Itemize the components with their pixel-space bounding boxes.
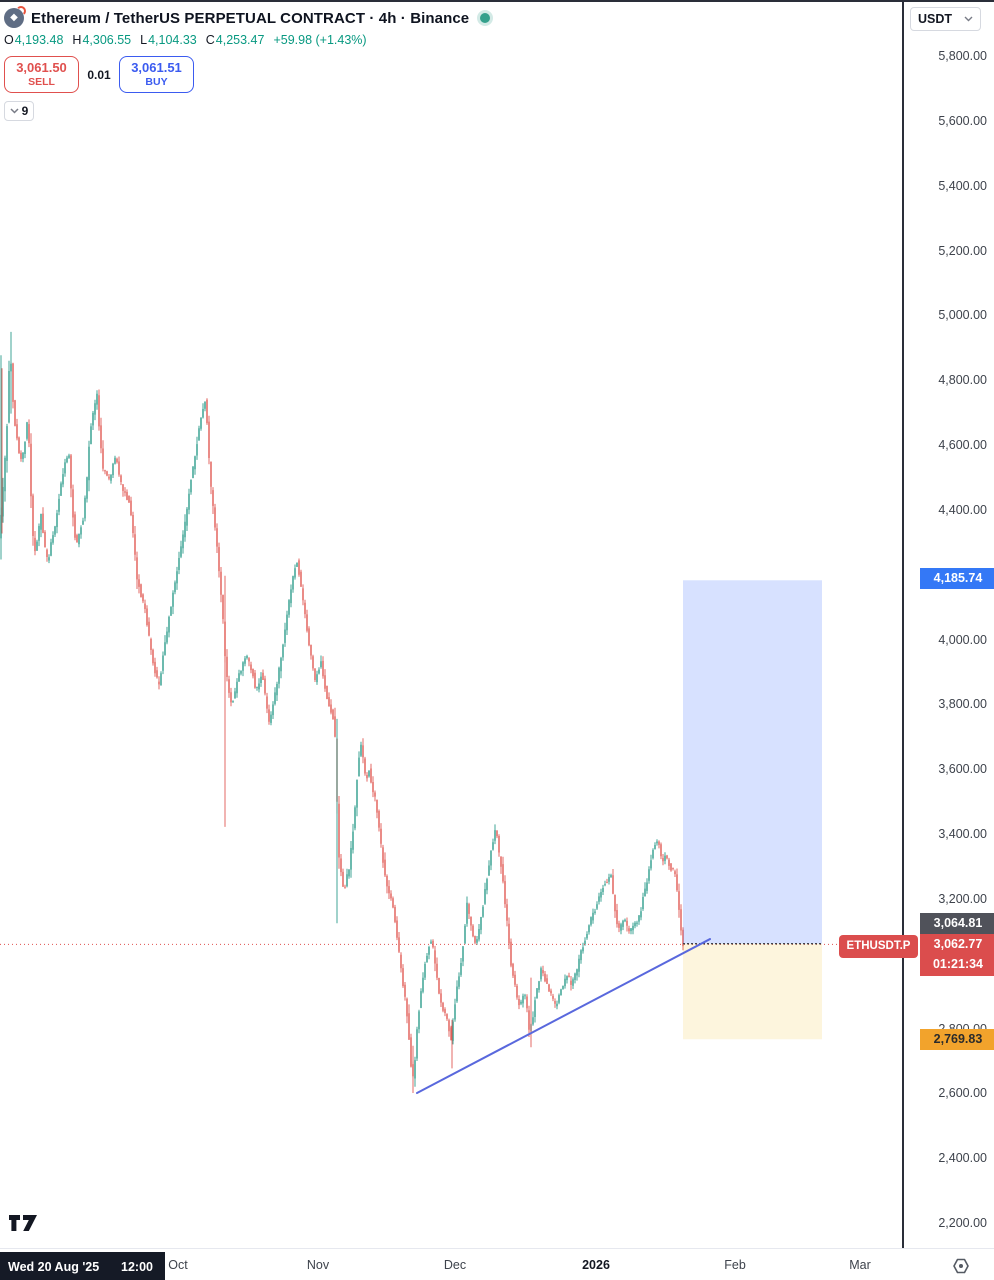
open-label: O xyxy=(4,33,14,47)
collapsed-indicators-toggle[interactable]: 9 xyxy=(4,101,34,121)
candles-layer xyxy=(0,331,684,1093)
price-tick-label: 5,600.00 xyxy=(938,113,987,128)
price-tick-label: 2,600.00 xyxy=(938,1086,987,1101)
close-label: C xyxy=(205,33,215,47)
price-tick-label: 4,800.00 xyxy=(938,373,987,388)
price-tick-label: 3,200.00 xyxy=(938,891,987,906)
up-candle-bodies xyxy=(0,363,666,1079)
price-badge: 4,185.74 xyxy=(920,567,994,589)
price-badge: 3,064.81 xyxy=(920,912,994,934)
time-tick-label: 2026 xyxy=(582,1258,610,1272)
currency-label: USDT xyxy=(918,12,953,26)
price-tick-label: 4,600.00 xyxy=(938,438,987,452)
buy-price: 3,061.51 xyxy=(131,60,182,75)
position-symbol-label[interactable]: ETHUSDT.P xyxy=(839,934,918,958)
time-tick-label: Oct xyxy=(168,1258,188,1272)
price-tick-label: 2,200.00 xyxy=(938,1216,987,1230)
price-tick-label: 3,800.00 xyxy=(938,697,987,712)
change-value: +59.98 (+1.43%) xyxy=(273,33,367,47)
market-status-icon[interactable] xyxy=(480,13,491,23)
price-axis[interactable]: USDT 5,800.00 5,600.00 5,400.00 5,200.00 5,0… xyxy=(902,2,994,1248)
low-value: 4,104.33 xyxy=(148,33,197,47)
high-value: 4,306.55 xyxy=(82,33,132,47)
price-badge: 3,062.77 01:21:34 xyxy=(920,933,994,976)
time-axis[interactable]: Oct Nov Dec 2026 Feb Mar Wed 20 Aug '25 12:00 xyxy=(0,1248,994,1280)
chart-canvas[interactable] xyxy=(0,0,902,1248)
position-loss-zone[interactable] xyxy=(683,943,822,1040)
time-tick-label: Dec xyxy=(443,1258,467,1272)
price-tick-label: 4,000.00 xyxy=(938,632,987,647)
trendline-drawing[interactable] xyxy=(416,938,711,1095)
buy-button[interactable]: 3,061.51 BUY xyxy=(119,56,194,93)
open-value: 4,193.48 xyxy=(14,33,64,47)
high-label: H xyxy=(72,33,82,47)
price-tick-label: 5,000.00 xyxy=(938,308,987,323)
ohlc-values-row: O 4,193.48 H 4,306.55 L 4,104.33 C 4,253.47 … xyxy=(4,33,490,47)
close-value: 4,253.47 xyxy=(215,33,265,47)
low-label: L xyxy=(140,33,148,47)
price-tick-label: 2,400.00 xyxy=(938,1151,987,1166)
tradingview-logo[interactable] xyxy=(8,1212,40,1234)
price-tick-label: 5,800.00 xyxy=(938,49,987,63)
time-tick-label: Nov xyxy=(306,1258,330,1272)
sell-label: SELL xyxy=(28,75,55,88)
chart-legend: ◆ Ethereum / TetherUS PERPETUAL CONTRACT… xyxy=(4,6,491,121)
exchange-label: Binance xyxy=(410,9,470,27)
candlestick-chart[interactable] xyxy=(0,0,902,1248)
window-top-border xyxy=(0,0,994,2)
sell-price: 3,061.50 xyxy=(16,60,67,75)
price-tick-label: 3,400.00 xyxy=(938,827,987,841)
long-wick-spikes xyxy=(0,331,532,1093)
price-tick-label: 3,600.00 xyxy=(938,762,987,777)
chevron-down-icon xyxy=(10,108,19,114)
crosshair-time: 12:00 xyxy=(121,1259,153,1274)
chevron-down-icon xyxy=(964,16,973,22)
crosshair-date-badge: Wed 20 Aug '25 12:00 xyxy=(0,1252,165,1280)
time-tick-label: Feb xyxy=(724,1258,746,1272)
buy-label: BUY xyxy=(145,75,168,88)
ethereum-logo-icon: ◆ xyxy=(4,6,26,28)
quantity-field[interactable]: 0.01 xyxy=(87,67,111,82)
symbol-title-row: ◆ Ethereum / TetherUS PERPETUAL CONTRACT… xyxy=(4,6,491,30)
position-profit-zone[interactable] xyxy=(683,580,822,944)
price-tick-label: 5,200.00 xyxy=(938,243,987,258)
price-tick-label: 4,400.00 xyxy=(938,502,987,517)
price-tick-label: 5,400.00 xyxy=(938,178,987,193)
time-tick-label: Mar xyxy=(849,1258,871,1272)
currency-selector[interactable]: USDT xyxy=(910,7,981,31)
instant-order-panel: 3,061.50 SELL 0.01 3,061.51 BUY xyxy=(4,56,490,93)
symbol-title[interactable]: Ethereum / TetherUS PERPETUAL CONTRACT ·… xyxy=(31,9,470,27)
time-axis-settings-icon[interactable] xyxy=(950,1255,972,1277)
crosshair-date: Wed 20 Aug '25 xyxy=(8,1259,100,1274)
price-badge: 2,769.83 xyxy=(920,1028,994,1050)
interval-label[interactable]: 4h xyxy=(378,9,397,27)
sell-button[interactable]: 3,061.50 SELL xyxy=(4,56,79,93)
up-candle-wicks xyxy=(0,360,666,1087)
indicator-count: 9 xyxy=(21,104,29,118)
